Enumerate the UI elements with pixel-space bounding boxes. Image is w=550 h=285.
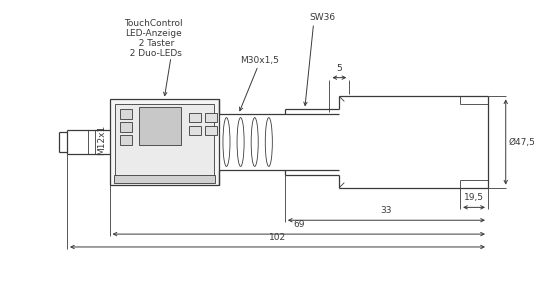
Text: 19,5: 19,5 xyxy=(464,194,484,202)
Text: LED-Anzeige: LED-Anzeige xyxy=(125,29,182,38)
Text: 2 Taster: 2 Taster xyxy=(133,39,174,48)
Bar xyxy=(119,135,133,145)
Text: M12x1: M12x1 xyxy=(97,125,106,155)
Bar xyxy=(109,99,218,185)
Bar xyxy=(119,109,133,119)
Bar xyxy=(205,126,217,135)
Text: 102: 102 xyxy=(269,233,286,242)
Text: Ø47,5: Ø47,5 xyxy=(509,137,536,146)
Text: 33: 33 xyxy=(381,206,392,215)
Bar xyxy=(205,113,217,122)
Text: M30x1,5: M30x1,5 xyxy=(240,56,279,65)
Bar xyxy=(114,175,214,183)
Bar xyxy=(119,122,133,132)
Text: SW36: SW36 xyxy=(310,13,336,22)
Text: 2 Duo-LEDs: 2 Duo-LEDs xyxy=(124,49,182,58)
Bar xyxy=(139,107,181,145)
Text: 5: 5 xyxy=(337,64,342,73)
Bar xyxy=(189,126,201,135)
Text: TouchControl: TouchControl xyxy=(124,19,183,28)
Bar xyxy=(114,104,213,180)
Bar xyxy=(189,113,201,122)
Text: 69: 69 xyxy=(293,220,305,229)
